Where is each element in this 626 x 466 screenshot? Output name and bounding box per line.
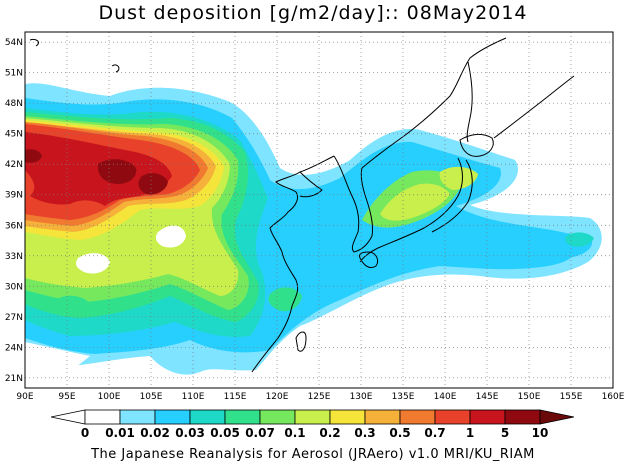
coastline-korea [333, 155, 373, 253]
lon-tick-label: 160E [602, 392, 625, 402]
coastline-china [251, 155, 335, 373]
lat-tick-label: 51N [5, 69, 23, 79]
lon-tick-label: 115E [224, 392, 247, 402]
lon-tick-label: 105E [140, 392, 163, 402]
coastline-taiwan [295, 331, 307, 352]
lat-tick-labels: 21N 24N 27N 30N 33N 36N 39N 42N 45N 48N 51N 54N [5, 38, 23, 384]
field-level-12 [138, 173, 168, 195]
coastline-kyushu [359, 251, 379, 269]
field-level-12 [25, 149, 42, 163]
colorbar-labels: 0 0.01 0.02 0.03 0.05 0.07 0.1 0.2 0.3 0.5 0.7 1 5 10 [81, 426, 549, 440]
coastlines [29, 37, 575, 373]
lon-tick-label: 130E [350, 392, 373, 402]
colorbar-label: 0.3 [354, 426, 375, 440]
colorbar-segment [154, 409, 191, 425]
coastline-kuril [493, 75, 575, 139]
lat-tick-label: 45N [5, 130, 23, 140]
map-title: Dust deposition [g/m2/day]:: 08May2014 [98, 2, 528, 24]
colorbar-label: 0.01 [105, 426, 135, 440]
dust-field [25, 83, 602, 388]
lon-tick-label: 110E [182, 392, 205, 402]
colorbar-label: 0 [81, 426, 89, 440]
lat-tick-label: 27N [5, 313, 23, 323]
colorbar-label: 10 [532, 426, 549, 440]
field-level-4 [53, 295, 92, 317]
colorbar-label: 0.5 [389, 426, 410, 440]
lon-tick-label: 125E [308, 392, 331, 402]
map-frame [24, 31, 614, 389]
lat-tick-label: 39N [5, 191, 23, 201]
colorbar-segment [119, 409, 156, 425]
colorbar-segment [434, 409, 471, 425]
lat-tick-label: 30N [5, 282, 23, 292]
lon-tick-label: 100E [98, 392, 121, 402]
colorbar-label: 1 [466, 426, 474, 440]
colorbar-segment [469, 409, 506, 425]
field-level-3 [565, 232, 594, 247]
lat-tick-label: 54N [5, 38, 23, 48]
colorbar-segment [189, 409, 226, 425]
field-level-4 [268, 287, 302, 312]
coastline-honshu [359, 157, 463, 263]
colorbar-under-arrow [50, 409, 86, 425]
field-gap [155, 225, 186, 248]
coastline-mongolia [29, 39, 39, 47]
colorbar-segment [224, 409, 261, 425]
colorbar-label: 0.2 [319, 426, 340, 440]
lat-tick-label: 21N [5, 374, 23, 384]
lon-tick-label: 155E [560, 392, 583, 402]
colorbar-segment [504, 409, 541, 425]
colorbar-label: 5 [501, 426, 509, 440]
lon-tick-label: 135E [392, 392, 415, 402]
field-level-12 [97, 159, 137, 184]
colorbar-segment [399, 409, 436, 425]
field-level-6 [380, 183, 450, 221]
footer-credit: The Japanese Reanalysis for Aerosol (JRA… [91, 447, 535, 462]
colorbar-over-arrow [539, 409, 575, 425]
colorbar-label: 0.05 [210, 426, 240, 440]
colorbar-segment [259, 409, 296, 425]
lat-tick-label: 48N [5, 99, 23, 109]
colorbar-segment [84, 409, 121, 425]
colorbar-label: 0.02 [140, 426, 170, 440]
colorbar-label: 0.1 [284, 426, 305, 440]
colorbar-segment [329, 409, 366, 425]
coastline-russia [361, 37, 507, 169]
grid-lines [25, 32, 613, 388]
lon-tick-label: 140E [434, 392, 457, 402]
colorbar-segment [364, 409, 401, 425]
lat-tick-label: 36N [5, 221, 23, 231]
coastline-sakhalin [466, 61, 473, 143]
colorbar [50, 409, 575, 425]
coastline-lake [111, 64, 120, 73]
lon-tick-labels: 90E 95E 100E 105E 110E 115E 120E 125E 130E 135E 14… [16, 392, 624, 402]
lat-tick-label: 24N [5, 343, 23, 353]
coastline-hokkaido [459, 133, 494, 157]
lon-tick-label: 95E [58, 392, 75, 402]
lon-tick-label: 145E [476, 392, 499, 402]
colorbar-label: 0.03 [175, 426, 205, 440]
lon-tick-label: 90E [16, 392, 33, 402]
lat-tick-label: 33N [5, 252, 23, 262]
field-level-6 [439, 166, 478, 190]
field-gap [76, 253, 110, 274]
coastline-shandong [299, 171, 323, 198]
field-gap [25, 342, 90, 388]
lon-tick-label: 150E [518, 392, 541, 402]
colorbar-segment [294, 409, 331, 425]
colorbar-label: 0.7 [424, 426, 445, 440]
lat-tick-label: 42N [5, 160, 23, 170]
lon-tick-label: 120E [266, 392, 289, 402]
colorbar-label: 0.07 [245, 426, 275, 440]
